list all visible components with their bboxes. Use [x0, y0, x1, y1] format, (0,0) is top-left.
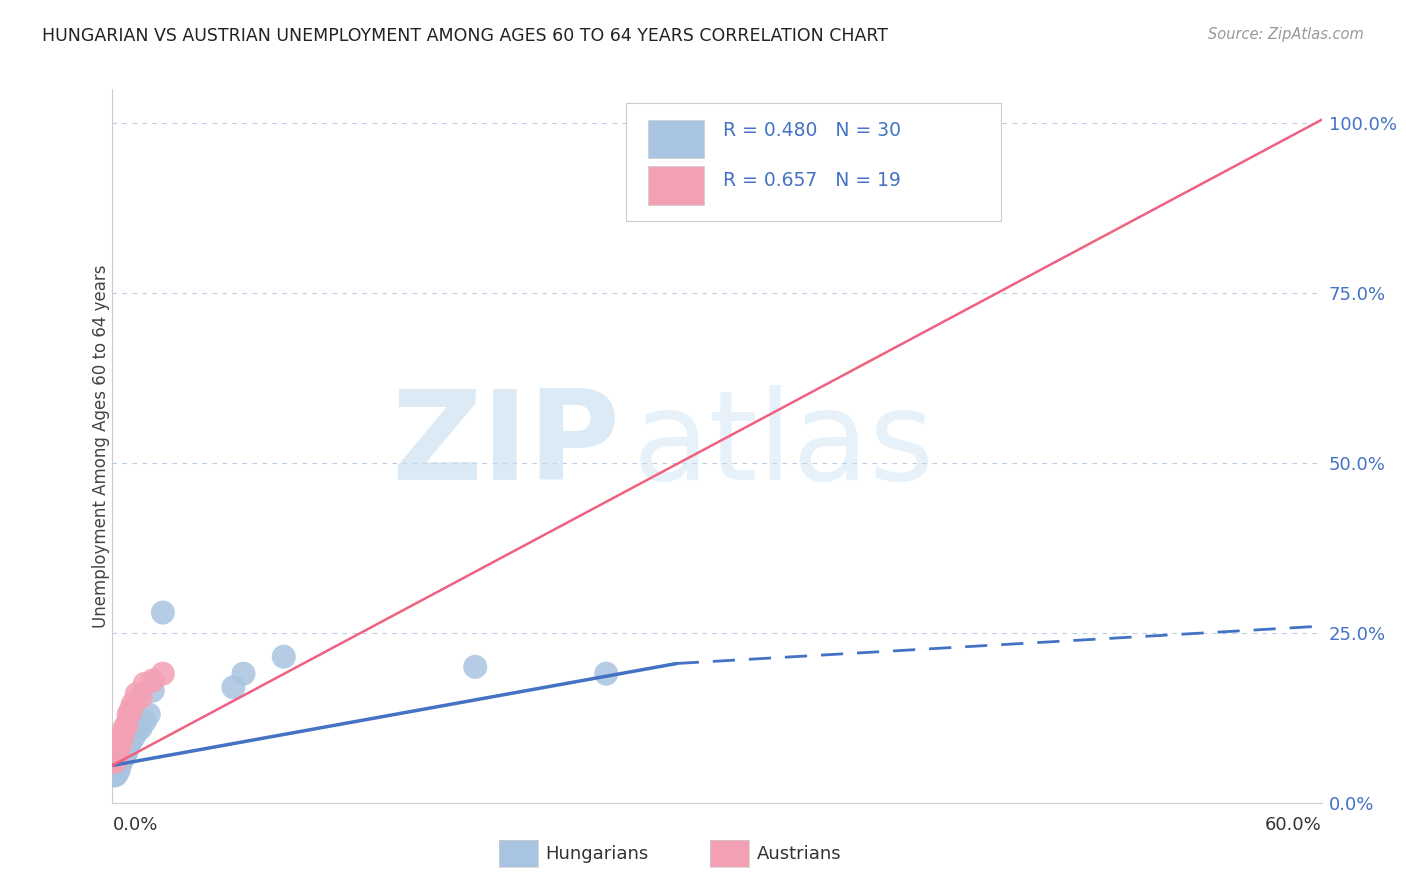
Text: HUNGARIAN VS AUSTRIAN UNEMPLOYMENT AMONG AGES 60 TO 64 YEARS CORRELATION CHART: HUNGARIAN VS AUSTRIAN UNEMPLOYMENT AMONG…: [42, 27, 889, 45]
Point: [111, 728, 134, 742]
FancyBboxPatch shape: [648, 166, 704, 205]
Point: [129, 721, 152, 735]
Point: [134, 677, 156, 691]
Point: [110, 756, 132, 771]
Text: R = 0.480   N = 30: R = 0.480 N = 30: [723, 121, 901, 140]
Y-axis label: Unemployment Among Ages 60 to 64 years: Unemployment Among Ages 60 to 64 years: [93, 264, 110, 628]
Point: [117, 738, 139, 752]
Point: [111, 751, 134, 765]
Point: [134, 714, 156, 729]
Point: [111, 749, 134, 764]
Point: [115, 717, 138, 731]
Point: [107, 738, 129, 752]
Text: Source: ZipAtlas.com: Source: ZipAtlas.com: [1208, 27, 1364, 42]
Point: [464, 660, 486, 674]
Point: [115, 745, 138, 759]
Point: [114, 721, 136, 735]
Point: [107, 758, 129, 772]
Point: [115, 741, 138, 756]
Point: [110, 755, 132, 769]
Text: Hungarians: Hungarians: [546, 845, 648, 863]
Point: [105, 748, 128, 763]
Point: [273, 649, 295, 664]
Text: 60.0%: 60.0%: [1265, 816, 1322, 834]
Point: [129, 690, 152, 705]
Point: [120, 704, 142, 718]
Point: [124, 728, 146, 742]
Point: [103, 755, 125, 769]
Point: [114, 748, 136, 763]
Text: atlas: atlas: [633, 385, 935, 507]
Point: [807, 116, 830, 130]
Point: [110, 754, 132, 768]
Point: [142, 673, 165, 688]
Text: ZIP: ZIP: [392, 385, 620, 507]
Point: [103, 769, 125, 783]
Point: [110, 734, 132, 748]
Text: Austrians: Austrians: [756, 845, 841, 863]
Point: [105, 751, 128, 765]
Text: R = 0.657   N = 19: R = 0.657 N = 19: [723, 171, 901, 190]
Point: [120, 734, 142, 748]
Text: 0.0%: 0.0%: [112, 816, 157, 834]
Point: [121, 698, 143, 712]
FancyBboxPatch shape: [626, 103, 1001, 221]
Point: [142, 683, 165, 698]
Point: [152, 606, 174, 620]
Point: [105, 767, 128, 781]
FancyBboxPatch shape: [648, 120, 704, 159]
Point: [117, 707, 139, 722]
Point: [138, 707, 160, 722]
Point: [114, 747, 136, 761]
Point: [110, 731, 132, 746]
Point: [107, 741, 129, 756]
Point: [125, 724, 148, 739]
Point: [152, 666, 174, 681]
Point: [222, 680, 245, 694]
Point: [107, 763, 129, 777]
Point: [105, 765, 128, 780]
Point: [125, 687, 148, 701]
Point: [107, 762, 129, 776]
Point: [121, 731, 143, 746]
Point: [595, 666, 617, 681]
Point: [232, 666, 254, 681]
